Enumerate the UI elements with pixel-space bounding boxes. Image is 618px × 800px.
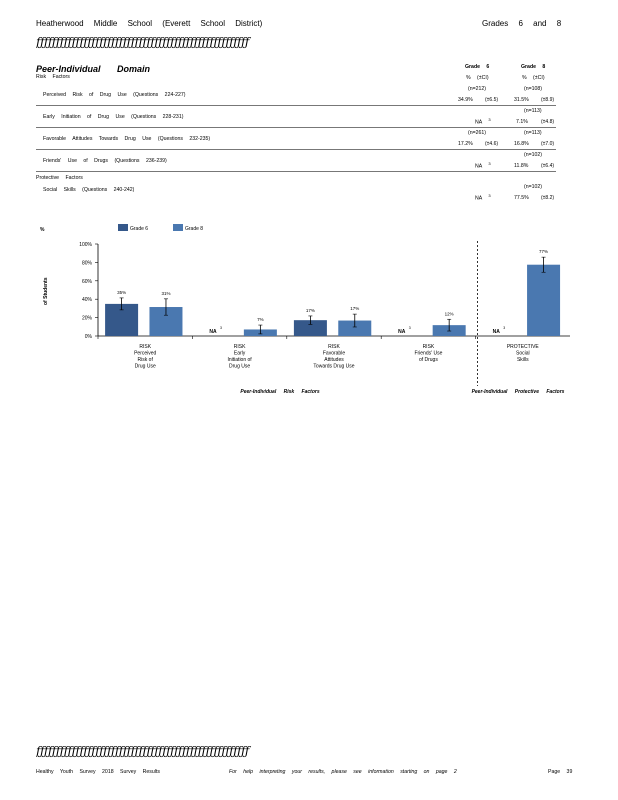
col-grade8-pct: % (±CI) xyxy=(522,75,545,81)
col-grade6-head: Grade 6 xyxy=(465,64,490,70)
data-label: 35% xyxy=(117,290,126,295)
col-grade6-pct: % (±CI) xyxy=(466,75,489,81)
category-label: PROTECTIVE xyxy=(507,344,540,350)
category-label: Drug Use xyxy=(135,364,156,370)
legend-swatch-grade8 xyxy=(173,224,183,231)
category-label: Friends' Use xyxy=(414,351,442,357)
bottom-rule: ƒƒƒƒƒƒƒƒƒƒƒƒƒƒƒƒƒƒƒƒƒƒƒƒƒƒƒƒƒƒƒƒƒƒƒƒƒƒƒƒ… xyxy=(36,744,249,758)
bar-chart: % Grade 6 Grade 8 of Students 0% 20% 40% 60% 80%… xyxy=(40,224,570,395)
row-label: Perceived Risk of Drug Use (Questions 22… xyxy=(43,92,186,98)
row-divider xyxy=(36,149,556,150)
row-divider xyxy=(36,171,556,172)
row-label: Favorable Attitudes Towards Drug Use (Qu… xyxy=(43,136,211,142)
row-divider xyxy=(36,105,556,106)
y-axis-percent-label: % xyxy=(40,227,45,233)
legend-label-grade6: Grade 6 xyxy=(130,226,148,232)
row-value: 77.5% xyxy=(514,195,529,201)
row-ci: (±4.8) xyxy=(541,119,555,125)
row-ci: (±7.0) xyxy=(541,141,555,147)
legend-swatch-grade6 xyxy=(118,224,128,231)
row-n: (n=108) xyxy=(524,86,543,92)
data-label: 17% xyxy=(306,308,315,313)
data-label: 12% xyxy=(445,311,454,316)
category-label: RISK xyxy=(328,344,340,350)
y-tick-label: 60% xyxy=(82,279,93,285)
na-label: NA xyxy=(398,329,406,335)
page-number: Page 39 xyxy=(548,769,573,775)
row-ci: (±8.2) xyxy=(541,195,555,201)
row-label: Friends' Use of Drugs (Questions 236-239… xyxy=(43,158,167,164)
na-footnote: 3 xyxy=(503,326,505,330)
category-label: Attitudes xyxy=(324,357,344,363)
y-axis-label: of Students xyxy=(43,277,49,305)
row-label: Early Initiation of Drug Use (Questions … xyxy=(43,114,184,120)
category-label: of Drugs xyxy=(419,357,438,363)
grades-header: Grades 6 and 8 xyxy=(482,19,562,28)
y-tick-label: 80% xyxy=(82,260,93,266)
category-label: Early xyxy=(234,351,246,357)
school-header: Heatherwood Middle School (Everett Schoo… xyxy=(36,19,263,28)
bar-grade8 xyxy=(527,264,561,336)
row-value: NA 3 xyxy=(475,193,491,202)
footer-left: Healthy Youth Survey 2018 Survey Results xyxy=(36,769,160,775)
bar-grade8 xyxy=(338,320,372,336)
category-label: Perceived xyxy=(134,351,156,357)
protective-factors-label: Protective Factors xyxy=(36,175,83,181)
row-n: (n=102) xyxy=(524,184,543,190)
y-tick-label: 40% xyxy=(82,297,93,303)
group-label-risk: Peer-Individual Risk Factors xyxy=(240,389,319,395)
row-value: 31.5% xyxy=(514,97,529,103)
y-tick-label: 20% xyxy=(82,316,93,322)
data-label: 31% xyxy=(161,291,170,296)
na-label: NA xyxy=(209,329,217,335)
na-label: NA xyxy=(493,329,501,335)
category-label: Skills xyxy=(517,357,529,363)
category-label: Social xyxy=(516,351,530,357)
row-ci: (±6.5) xyxy=(485,97,499,103)
data-label: 77% xyxy=(539,249,548,254)
footer-help: For help interpreting your results, plea… xyxy=(229,769,457,775)
group-label-protective: Peer-Individual Protective Factors xyxy=(472,389,565,395)
y-tick-label: 100% xyxy=(79,242,92,248)
y-tick-label: 0% xyxy=(85,334,93,340)
row-divider xyxy=(36,127,556,128)
legend-label-grade8: Grade 8 xyxy=(185,226,203,232)
data-label: 17% xyxy=(350,306,359,311)
category-label: Favorable xyxy=(323,351,345,357)
category-label: Risk of xyxy=(138,357,154,363)
category-label: Initiation of xyxy=(228,357,253,363)
category-label: Drug Use xyxy=(229,364,250,370)
domain-title: Peer-Individual Domain xyxy=(36,64,151,74)
category-label: RISK xyxy=(234,344,246,350)
data-label: 7% xyxy=(257,317,264,322)
row-value: 7.1% xyxy=(516,119,528,125)
row-ci: (±8.9) xyxy=(541,97,555,103)
category-label: RISK xyxy=(423,344,435,350)
row-ci: (±4.6) xyxy=(485,141,499,147)
row-value: 17.2% xyxy=(458,141,473,147)
row-n: (n=261) xyxy=(468,130,487,136)
category-label: Towards Drug Use xyxy=(313,364,354,370)
row-n: (n=113) xyxy=(524,130,542,136)
category-label: RISK xyxy=(139,344,151,350)
row-n: (n=113) xyxy=(524,108,542,114)
top-rule: ƒƒƒƒƒƒƒƒƒƒƒƒƒƒƒƒƒƒƒƒƒƒƒƒƒƒƒƒƒƒƒƒƒƒƒƒƒƒƒƒ… xyxy=(36,35,249,49)
row-value: NA 3 xyxy=(475,117,491,126)
row-value: NA 3 xyxy=(475,161,491,170)
row-value: 34.9% xyxy=(458,97,473,103)
row-n: (n=102) xyxy=(524,152,543,158)
row-n: (n=212) xyxy=(468,86,487,92)
na-footnote: 3 xyxy=(409,326,411,330)
row-label: Social Skills (Questions 240-242) xyxy=(43,187,135,193)
row-value: 11.8% xyxy=(514,163,529,169)
row-value: 16.8% xyxy=(514,141,529,147)
bar-grade6 xyxy=(293,320,327,336)
col-grade8-head: Grade 8 xyxy=(521,64,546,70)
risk-factors-label: Risk Factors xyxy=(36,74,70,80)
row-ci: (±6.4) xyxy=(541,163,555,169)
na-footnote: 3 xyxy=(220,326,222,330)
